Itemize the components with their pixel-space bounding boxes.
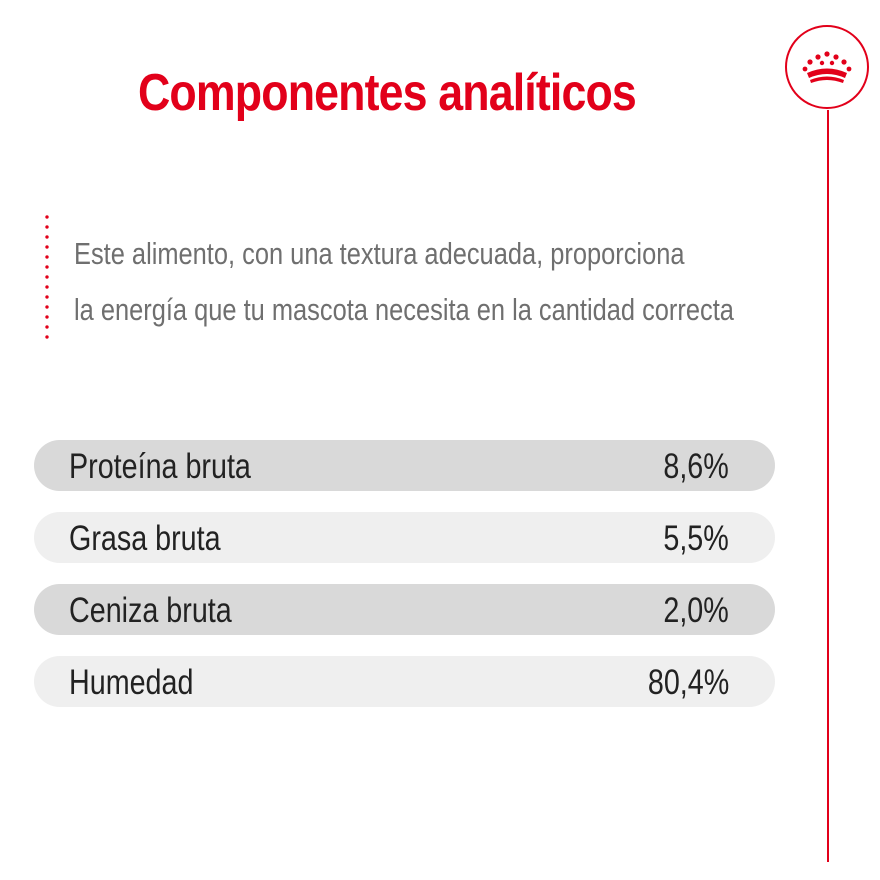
component-value: 5,5% [663, 519, 729, 558]
components-table: Proteína bruta 8,6% Grasa bruta 5,5% Cen… [34, 440, 775, 728]
dotted-divider [45, 212, 49, 342]
component-value: 80,4% [647, 663, 729, 702]
component-label: Proteína bruta [69, 447, 251, 486]
table-row: Grasa bruta 5,5% [34, 512, 775, 563]
crown-icon [802, 51, 852, 83]
page-title: Componentes analíticos [138, 64, 637, 122]
component-label: Humedad [69, 663, 194, 702]
component-label: Ceniza bruta [69, 591, 232, 630]
component-value: 2,0% [663, 591, 729, 630]
brand-logo [785, 25, 869, 109]
description-line-1: Este alimento, con una textura adecuada,… [74, 236, 685, 271]
description-line-2: la energía que tu mascota necesita en la… [74, 292, 734, 327]
table-row: Proteína bruta 8,6% [34, 440, 775, 491]
table-row: Ceniza bruta 2,0% [34, 584, 775, 635]
table-row: Humedad 80,4% [34, 656, 775, 707]
description: Este alimento, con una textura adecuada,… [74, 226, 734, 338]
component-value: 8,6% [663, 447, 729, 486]
component-label: Grasa bruta [69, 519, 221, 558]
brand-vertical-line [827, 110, 829, 862]
